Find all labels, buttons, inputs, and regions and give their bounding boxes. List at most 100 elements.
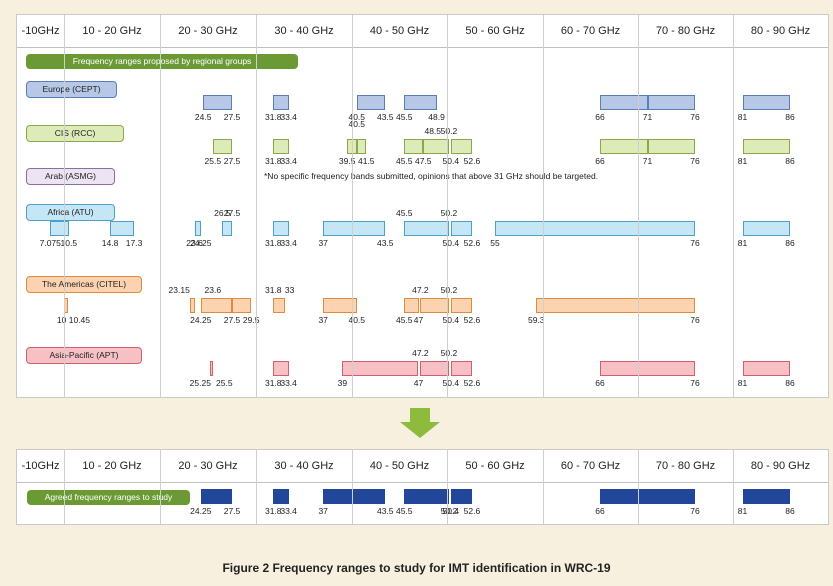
band-edge-label: 52.6: [463, 378, 481, 388]
band-bar: [450, 361, 472, 376]
column-divider: [160, 15, 161, 397]
band-bar: [347, 139, 357, 154]
band-edge-label: 26.5: [214, 208, 231, 218]
band-bar: [742, 221, 790, 236]
band-edge-label: 66: [595, 112, 605, 122]
band-edge-label: 37: [318, 238, 328, 248]
band-bar: [273, 361, 289, 376]
band-bar: [200, 489, 232, 504]
band-edge-label: 76: [690, 156, 700, 166]
band-bar: [273, 221, 289, 236]
band-edge-label: 37: [318, 506, 328, 516]
column-divider: [733, 15, 734, 397]
band-bar: [647, 139, 695, 154]
group-label: Asia-Pacific (APT): [26, 347, 142, 364]
band-bar: [450, 489, 472, 504]
band-edge-label: 50.2: [440, 285, 458, 295]
group-label: The Americas (CITEL): [26, 276, 142, 293]
band-edge-label: 66: [595, 506, 605, 516]
band-edge-label: 86: [785, 238, 795, 248]
band-bar: [342, 361, 419, 376]
band-bar: [600, 139, 648, 154]
column-divider: [352, 450, 353, 524]
band-edge-label: 40.5: [348, 112, 366, 122]
band-bar: [50, 221, 69, 236]
band-edge-label: 43.5: [376, 112, 394, 122]
column-header: 20 - 30 GHz: [178, 460, 238, 472]
band-edge-label: 23.6: [204, 285, 222, 295]
band-edge-label: 71: [642, 112, 653, 122]
column-divider: [733, 450, 734, 524]
band-bar: [273, 95, 289, 110]
band-bar: [420, 298, 449, 313]
band-bar: [273, 489, 289, 504]
band-bar: [450, 221, 472, 236]
band-edge-label: 43.5: [376, 238, 394, 248]
figure-caption: Figure 2 Frequency ranges to study for I…: [222, 561, 611, 575]
column-header: 60 - 70 GHz: [560, 460, 621, 472]
band-bar: [323, 298, 357, 313]
down-arrow-icon: [400, 408, 440, 438]
band-edge-label: 52.6: [463, 238, 481, 248]
column-header: -10GHz: [21, 460, 60, 472]
band-edge-label: 66: [595, 378, 605, 388]
column-header: 10 - 20 GHz: [82, 460, 142, 472]
band-bar: [323, 489, 386, 504]
band-bar: [404, 489, 449, 504]
band-edge-label: 14.8: [101, 238, 119, 248]
column-header: 10 - 20 GHz: [82, 25, 142, 37]
band-edge-label: 86: [785, 378, 795, 388]
band-edge-label: 27.5: [223, 112, 241, 122]
band-edge-label: 31.8: [264, 112, 282, 122]
band-bar: [273, 139, 289, 154]
band-bar: [323, 221, 386, 236]
band-edge-label: 47.2: [412, 348, 429, 358]
band-edge-label: 81: [737, 378, 748, 388]
band-bar: [450, 298, 472, 313]
column-header: 40 - 50 GHz: [369, 460, 430, 472]
band-bar: [210, 361, 214, 376]
column-divider: [352, 15, 353, 397]
band-edge-label: 31.8: [264, 285, 282, 295]
band-edge-label: 50.4: [442, 506, 460, 516]
group-label: Africa (ATU): [26, 204, 115, 221]
column-divider: [543, 450, 544, 524]
column-header: -10GHz: [21, 25, 60, 37]
column-divider: [447, 450, 448, 524]
band-bar: [600, 361, 695, 376]
band-edge-label: 43.5: [376, 506, 394, 516]
band-edge-label: 50.4: [442, 156, 460, 166]
band-edge-label: 76: [690, 315, 700, 325]
band-edge-label: 71: [642, 156, 653, 166]
column-divider: [447, 15, 448, 397]
band-bar: [420, 361, 449, 376]
band-edge-label: 50.2: [440, 208, 458, 218]
band-bar: [110, 221, 135, 236]
proposals-table: -10GHz 10 - 20 GHz 20 - 30 GHz 30 - 40 GHz 4…: [16, 14, 829, 398]
band-bar: [600, 489, 695, 504]
band-edge-label: 33.4: [280, 156, 297, 166]
frequency-header: -10GHz 10 - 20 GHz 20 - 30 GHz 30 - 40 GHz 4…: [17, 15, 828, 48]
band-edge-label: 27.5: [223, 315, 241, 325]
column-header: 20 - 30 GHz: [178, 25, 238, 37]
band-edge-label: 59.3: [527, 315, 545, 325]
band-bar: [495, 221, 695, 236]
column-divider: [64, 450, 65, 524]
frequency-header: -10GHz 10 - 20 GHz 20 - 30 GHz 30 - 40 GHz 4…: [17, 450, 828, 483]
column-divider: [160, 450, 161, 524]
band-edge-label: 31.8: [264, 378, 282, 388]
band-edge-label: 24.5: [194, 112, 212, 122]
band-edge-label: 39: [337, 378, 348, 388]
band-bar: [356, 95, 386, 110]
band-edge-label: 50.4: [442, 238, 460, 248]
column-divider: [64, 15, 65, 397]
band-edge-label: 45.5: [395, 208, 413, 218]
band-edge-label: 47: [413, 378, 424, 388]
band-edge-label: 25.5: [216, 378, 233, 388]
band-edge-label: 45.5: [395, 112, 413, 122]
band-edge-label: 50.4: [442, 315, 460, 325]
band-bar: [742, 361, 790, 376]
band-bar: [404, 221, 449, 236]
band-edge-label: 76: [690, 238, 700, 248]
section-label: Frequency ranges proposed by regional gr…: [26, 54, 298, 69]
